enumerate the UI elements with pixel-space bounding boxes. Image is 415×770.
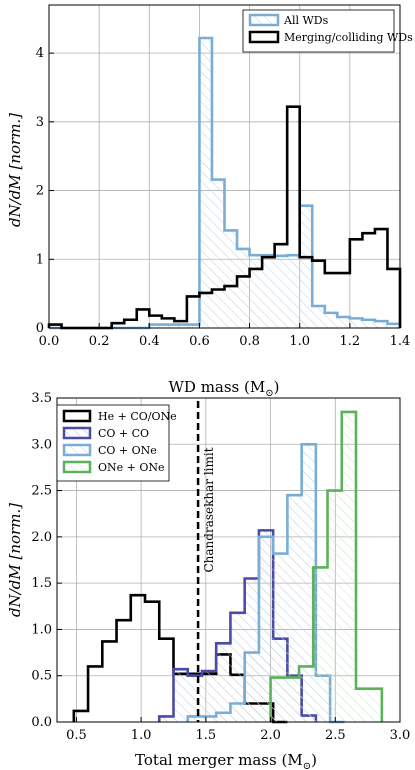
top-series0-bin-14 [224,230,238,328]
top-ytick-label-3: 3 [36,115,44,130]
bottom-series2-bin-4 [244,652,259,722]
chandrasekhar-limit-label: Chandrasekhar limit [202,447,216,572]
top-series0-bin-16 [249,255,263,328]
top-series0-bin-27 [387,323,400,328]
legend-label-he-co-one: He + CO/ONe [98,410,177,423]
bottom-ticks: 0.5 1.0 1.5 2.0 2.5 3.0 0.0 0.5 1.0 1.5 2.0 2.5 3.0 3… [31,391,410,743]
bottom-ytick-label-7: 3.5 [31,391,52,406]
bottom-ytick-label-5: 2.5 [31,484,52,499]
bottom-series3-bin-2 [299,666,314,722]
top-xtick-label-3: 0.6 [189,334,210,349]
top-ytick-label-4: 4 [36,46,44,61]
top-xtick-label-1: 0.2 [89,334,110,349]
bottom-series1-bin-0 [159,716,174,722]
top-series-outline-1 [47,105,402,330]
top-series0-bin-21 [312,306,325,328]
top-series0-bin-10 [174,324,187,328]
legend-label-all-wds: All WDs [283,14,329,27]
bottom-ytick-label-0: 0.0 [31,715,52,730]
bottom-xtick-label-1: 1.0 [131,728,152,743]
merger-mass-histogram: Chandrasekhar limit 0.5 1.0 1.5 2.0 2.5 3.00.… [6,391,410,770]
top-series0-bin-12 [199,37,212,328]
top-series0-bin-20 [299,205,313,328]
bottom-series1-bin-4 [216,643,231,722]
legend-label-merging: Merging/colliding WDs [284,31,413,44]
top-series0-bin-23 [337,317,350,328]
legend-swatch-one-one [62,460,92,474]
top-y-axis-label: dN/dM [norm.] [6,113,24,227]
top-xtick-label-4: 0.8 [239,334,260,349]
bottom-ytick-label-6: 3.0 [31,437,52,452]
top-legend: All WDs Merging/colliding WDs [242,9,413,53]
bottom-ytick-label-2: 1.0 [31,622,52,637]
top-series0-bin-25 [362,319,375,328]
bottom-series3-bin-1 [284,677,300,722]
top-series0-bin-22 [324,312,338,328]
bottom-series3-bin-0 [270,677,285,722]
bottom-xtick-label-4: 2.5 [325,728,346,743]
top-series0-bin-8 [149,324,162,328]
wd-mass-histogram: 0.0 0.2 0.4 0.6 0.8 1.0 1.2 1.4 0 1 2 3 4 WD mass (M… [6,4,413,399]
legend-swatch-co-co [62,426,92,440]
legend-label-co-co: CO + CO [98,427,149,440]
bottom-series2-bin-1 [201,716,217,722]
top-xtick-label-5: 1.0 [289,334,310,349]
top-bars [47,36,402,330]
bottom-series1-bin-2 [187,675,202,722]
bottom-x-axis-label: Total merger mass (M⊙) [135,751,317,770]
legend-label-one-one: ONe + ONe [98,461,165,474]
top-series0-bin-19 [287,255,300,328]
top-series0-bin-11 [186,324,200,328]
legend-label-co-one: CO + ONe [98,444,157,457]
bottom-series-outline-2 [186,442,345,724]
top-series0-bin-17 [262,255,275,328]
top-series0-bin-26 [374,321,388,328]
top-plot-frame [48,4,401,329]
top-series0-bin-13 [211,179,225,328]
top-ticks: 0.0 0.2 0.4 0.6 0.8 1.0 1.2 1.4 0 1 2 3 4 [36,46,411,349]
legend-swatch-all-wds [248,13,280,27]
bottom-xtick-label-5: 3.0 [390,728,411,743]
top-series0-bin-18 [274,255,288,328]
bottom-ytick-label-1: 0.5 [31,669,52,684]
bottom-series1-bin-5 [230,612,245,722]
bottom-xtick-label-2: 1.5 [196,728,217,743]
bottom-series-outline-3 [269,410,384,722]
legend-swatch-he-co-one [62,409,92,423]
top-series0-bin-15 [237,248,250,328]
top-xtick-label-2: 0.4 [139,334,160,349]
bottom-series2-bin-0 [187,716,202,722]
bottom-plot-frame [56,397,401,723]
top-ytick-label-2: 2 [36,184,44,199]
bottom-bars [72,410,384,724]
bottom-series3-bin-5 [341,411,356,722]
bottom-series3-bin-6 [355,688,371,722]
legend-swatch-merging [248,30,280,44]
top-xtick-label-6: 1.2 [340,334,361,349]
top-series0-bin-24 [349,318,363,328]
top-xtick-label-0: 0.0 [39,334,60,349]
bottom-series3-bin-7 [370,688,382,722]
top-xtick-label-7: 1.4 [390,334,411,349]
top-ytick-label-0: 0 [36,321,44,336]
bottom-xtick-label-0: 0.5 [66,728,87,743]
bottom-series3-bin-3 [313,567,328,722]
top-x-axis-label: WD mass (M⊙) [168,378,279,399]
top-ytick-label-1: 1 [36,252,44,267]
bottom-series2-bin-5 [258,536,274,722]
bottom-series1-bin-1 [173,669,188,722]
legend-swatch-co-one [62,443,92,457]
bottom-ytick-label-3: 1.5 [31,576,52,591]
bottom-series1-bin-3 [201,671,217,722]
bottom-series3-bin-4 [327,490,342,722]
bottom-legend: He + CO/ONe CO + CO CO + ONe ONe + ONe [56,404,177,482]
bottom-series2-bin-3 [230,703,245,722]
bottom-xtick-label-3: 2.0 [260,728,281,743]
bottom-y-axis-label: dN/dM [norm.] [6,503,24,617]
bottom-ytick-label-4: 2.0 [31,530,52,545]
bottom-series2-bin-2 [216,712,231,722]
top-series0-bin-9 [161,324,175,328]
